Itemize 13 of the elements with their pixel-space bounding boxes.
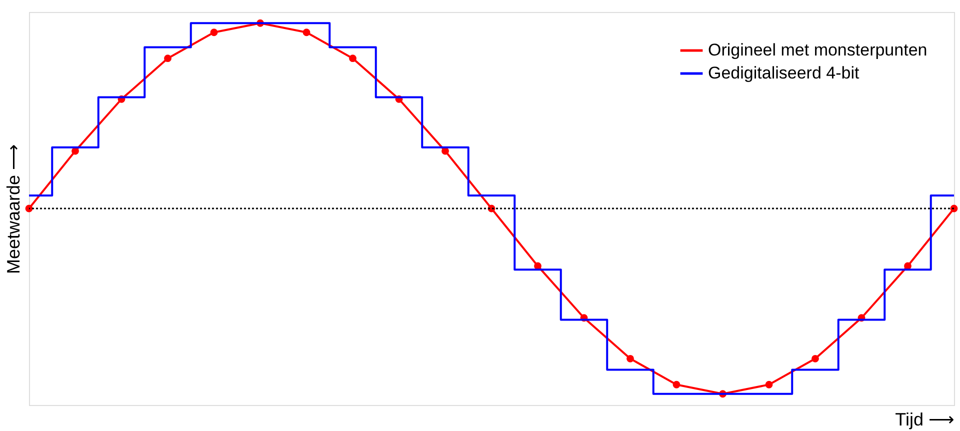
point (812, 354, 819, 362)
legend-label: Gedigitaliseerd 4-bit (708, 64, 860, 82)
y-axis-title: Meetwaarde ⟶ (4, 144, 24, 274)
point (210, 28, 218, 36)
x-axis-title: Tijd ⟶ (895, 410, 954, 430)
point (302, 28, 310, 36)
point (626, 354, 634, 362)
point (349, 54, 356, 62)
point (765, 380, 773, 388)
point (672, 380, 680, 388)
point (25, 204, 33, 212)
legend-label: Origineel met monsterpunten (708, 40, 928, 60)
point (164, 54, 172, 62)
